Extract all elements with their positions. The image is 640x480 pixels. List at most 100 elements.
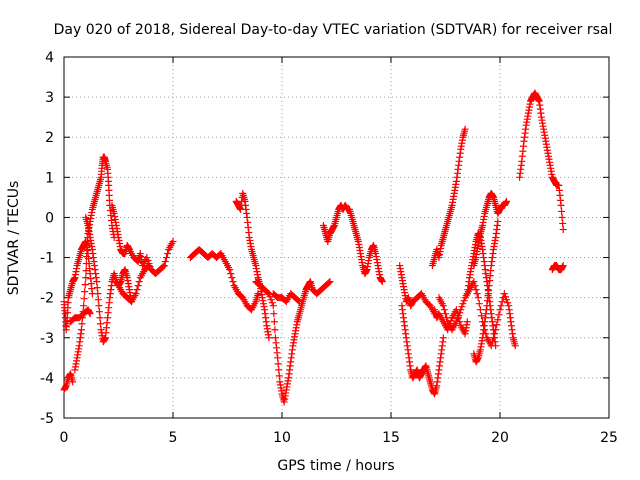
data-point bbox=[453, 315, 461, 323]
data-point bbox=[78, 320, 86, 328]
y-tick-label: -5 bbox=[40, 411, 54, 427]
data-point bbox=[500, 290, 508, 298]
x-tick-labels: 0 5 10 15 20 25 bbox=[60, 430, 618, 446]
data-point bbox=[144, 263, 152, 271]
data-point bbox=[460, 297, 468, 305]
data-point bbox=[95, 302, 103, 310]
y-tick-label: 0 bbox=[45, 210, 54, 226]
data-point bbox=[474, 294, 482, 302]
data-point bbox=[270, 318, 278, 326]
data-point bbox=[79, 314, 87, 322]
data-point bbox=[439, 302, 447, 310]
data-point bbox=[93, 284, 101, 292]
data-point bbox=[473, 290, 481, 298]
data-point bbox=[228, 274, 236, 282]
y-tick-label: 3 bbox=[45, 90, 54, 106]
data-point bbox=[264, 289, 272, 297]
data-point bbox=[82, 267, 90, 275]
data-point bbox=[494, 316, 502, 324]
data-point bbox=[95, 308, 103, 316]
data-point bbox=[477, 312, 485, 320]
data-point bbox=[269, 302, 277, 310]
data-point bbox=[476, 306, 484, 314]
data-point bbox=[455, 312, 463, 320]
data-point bbox=[503, 197, 511, 205]
data-point bbox=[94, 290, 102, 298]
data-point bbox=[492, 342, 500, 350]
data-point bbox=[162, 254, 170, 262]
data-point bbox=[169, 238, 177, 246]
chart-title: Day 020 of 2018, Sidereal Day-to-day VTE… bbox=[54, 22, 613, 38]
data-point bbox=[452, 318, 460, 326]
data-point bbox=[97, 320, 105, 328]
data-point bbox=[295, 298, 303, 306]
data-point bbox=[496, 306, 504, 314]
data-point bbox=[77, 326, 85, 334]
x-tick-label: 5 bbox=[169, 430, 178, 446]
data-point bbox=[93, 278, 101, 286]
data-point bbox=[79, 308, 87, 316]
data-point bbox=[96, 314, 104, 322]
data-point bbox=[143, 254, 151, 262]
data-point bbox=[326, 278, 334, 286]
data-point bbox=[83, 253, 91, 261]
data-point bbox=[275, 366, 283, 374]
data-point bbox=[267, 296, 275, 304]
data-point bbox=[557, 201, 565, 209]
x-tick-label: 10 bbox=[273, 430, 291, 446]
data-point bbox=[511, 342, 519, 350]
data-point bbox=[559, 225, 567, 233]
data-point bbox=[227, 270, 235, 278]
y-tick-label: -3 bbox=[40, 331, 54, 347]
y-tick-label: -2 bbox=[40, 291, 54, 307]
data-point bbox=[132, 290, 140, 298]
data-point bbox=[265, 334, 273, 342]
data-point bbox=[270, 310, 278, 318]
data-point bbox=[463, 318, 471, 326]
data-point bbox=[274, 354, 282, 362]
data-point bbox=[493, 321, 501, 329]
data-point bbox=[266, 293, 274, 301]
data-point bbox=[378, 278, 386, 286]
data-point bbox=[144, 257, 152, 265]
x-tick-label: 0 bbox=[60, 430, 69, 446]
data-point bbox=[501, 293, 509, 301]
data-point bbox=[457, 306, 465, 314]
data-point bbox=[86, 310, 94, 318]
data-point bbox=[159, 263, 167, 271]
data-point bbox=[461, 125, 469, 133]
y-axis-label: SDTVAR / TECUs bbox=[6, 181, 22, 296]
data-point bbox=[558, 207, 566, 215]
data-point bbox=[135, 278, 143, 286]
data-point bbox=[503, 296, 511, 304]
data-point bbox=[275, 372, 283, 380]
data-point bbox=[271, 326, 279, 334]
data-point bbox=[268, 299, 276, 307]
data-point bbox=[559, 219, 567, 227]
data-point bbox=[442, 310, 449, 318]
data-point bbox=[456, 309, 464, 317]
data-point bbox=[498, 298, 506, 306]
data-point bbox=[559, 262, 567, 270]
data-point bbox=[145, 262, 153, 270]
data-point bbox=[80, 295, 88, 303]
data-point bbox=[495, 311, 503, 319]
data-point bbox=[81, 288, 89, 296]
x-tick-label: 20 bbox=[491, 430, 509, 446]
y-tick-label: 2 bbox=[45, 130, 54, 146]
data-point bbox=[94, 296, 102, 304]
data-point bbox=[134, 282, 142, 290]
y-tick-label: -1 bbox=[40, 251, 54, 267]
plot-area-frame bbox=[63, 56, 610, 419]
y-tick-label: 4 bbox=[45, 50, 54, 66]
data-point bbox=[164, 250, 172, 258]
data-point bbox=[504, 299, 512, 307]
data-point bbox=[81, 281, 89, 289]
data-point bbox=[443, 314, 451, 322]
x-tick-label: 15 bbox=[382, 430, 400, 446]
data-point bbox=[494, 217, 502, 225]
data-point bbox=[497, 302, 505, 310]
data-point bbox=[133, 286, 141, 294]
